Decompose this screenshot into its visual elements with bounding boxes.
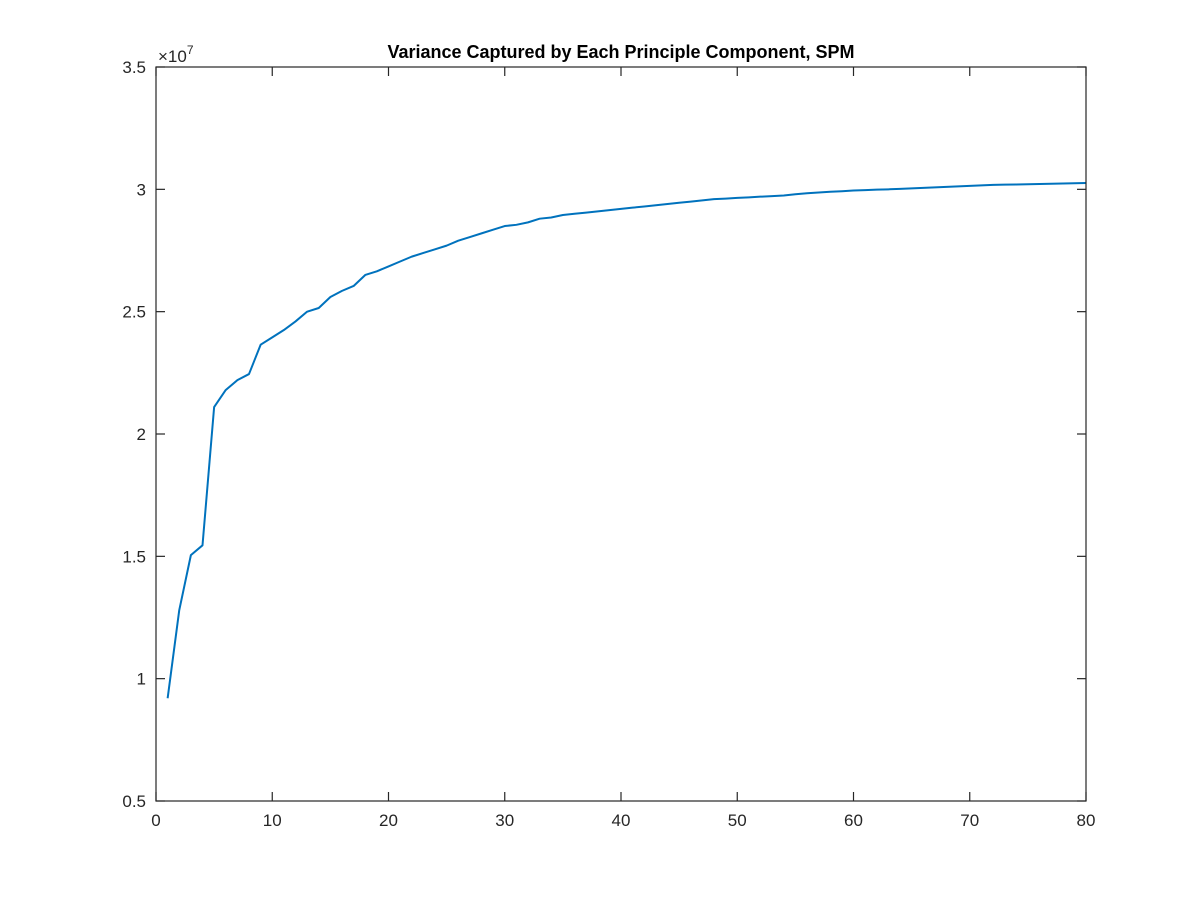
y-multiplier-label: ×107: [158, 43, 194, 66]
x-tick-label: 60: [844, 811, 863, 830]
y-tick-label: 1: [137, 670, 146, 689]
x-tick-label: 70: [960, 811, 979, 830]
x-tick-label: 50: [728, 811, 747, 830]
x-tick-label: 10: [263, 811, 282, 830]
y-tick-label: 3.5: [122, 58, 146, 77]
chart-title: Variance Captured by Each Principle Comp…: [387, 42, 854, 62]
x-tick-label: 40: [612, 811, 631, 830]
y-tick-label: 2: [137, 425, 146, 444]
y-tick-label: 2.5: [122, 303, 146, 322]
x-tick-label: 80: [1077, 811, 1096, 830]
ticks-layer: 0 10 20 30 40 50 60 70 80 0.5 1 1.5 2 2.5 3 3.5: [122, 58, 1095, 830]
plot-frame: [155, 66, 1087, 802]
x-tick-label: 30: [495, 811, 514, 830]
x-tick-label: 20: [379, 811, 398, 830]
y-tick-label: 3: [137, 180, 146, 199]
x-tick-label: 0: [151, 811, 160, 830]
y-multiplier-times: ×10: [158, 47, 187, 66]
plot-background: [156, 67, 1086, 801]
series-layer: [166, 181, 1087, 699]
series-line: [166, 181, 1087, 699]
y-tick-label: 0.5: [122, 792, 146, 811]
y-tick-label: 1.5: [122, 547, 146, 566]
y-multiplier-exponent: 7: [187, 43, 194, 57]
